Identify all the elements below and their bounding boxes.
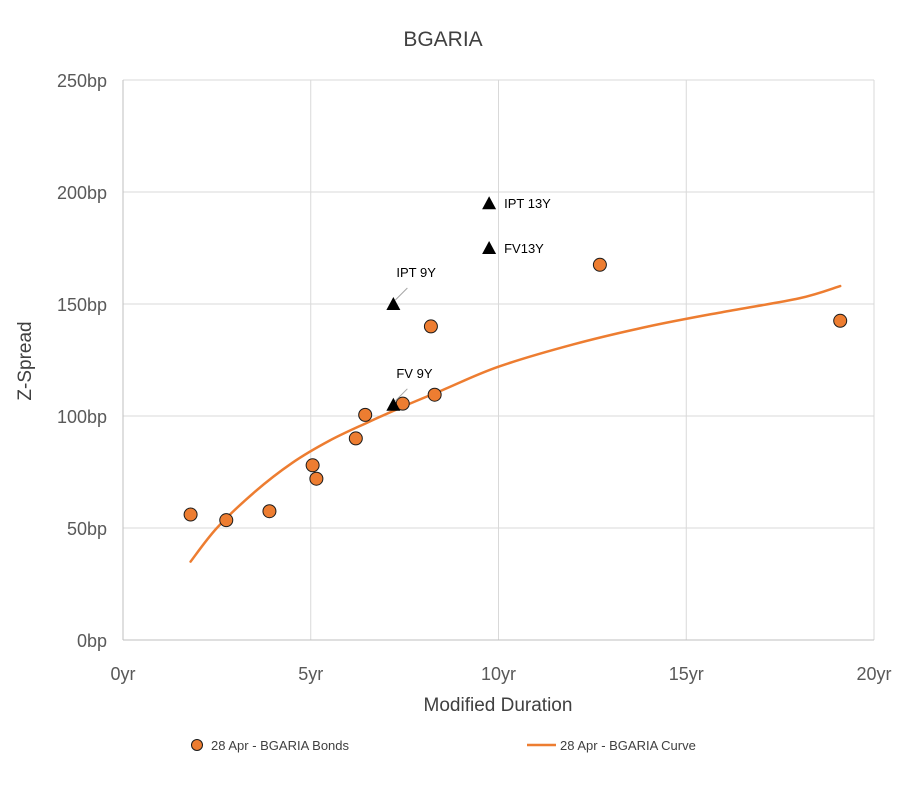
- bond-point: [592, 257, 607, 272]
- bond-point: [348, 431, 363, 446]
- annotation-marker: [386, 297, 401, 310]
- bond-point: [309, 471, 324, 486]
- x-tick-label: 20yr: [856, 664, 891, 684]
- annotations: IPT 13Y FV13Y IPT 9Y FV 9Y: [386, 196, 551, 411]
- bond-points: [183, 257, 848, 528]
- x-tick-label: 10yr: [481, 664, 516, 684]
- annotation-marker: [482, 196, 497, 210]
- y-tick-label: 150bp: [57, 295, 107, 315]
- bond-point: [358, 407, 373, 422]
- bond-point: [219, 513, 234, 528]
- annotation-label: IPT 13Y: [504, 196, 551, 211]
- y-axis-title: Z-Spread: [15, 321, 36, 400]
- annotation-label: FV 9Y: [396, 366, 432, 381]
- x-axis-title: Modified Duration: [424, 695, 573, 716]
- annotation-leader: [395, 287, 408, 301]
- y-tick-label: 250bp: [57, 71, 107, 91]
- legend-label-bonds: 28 Apr - BGARIA Bonds: [211, 738, 350, 753]
- annotation-label: FV13Y: [504, 241, 544, 256]
- bond-point: [833, 313, 848, 328]
- bond-point: [262, 504, 277, 519]
- bond-point: [427, 387, 442, 402]
- axes: 0bp 50bp 100bp 150bp 200bp 250bp 0yr 5yr 10yr 15y…: [57, 71, 892, 684]
- y-tick-label: 50bp: [67, 519, 107, 539]
- legend: 28 Apr - BGARIA Bonds 28 Apr - BGARIA Cu…: [191, 738, 696, 753]
- y-tick-label: 200bp: [57, 183, 107, 203]
- annotation-marker: [482, 241, 497, 254]
- bond-point: [423, 319, 438, 334]
- bond-point: [183, 507, 198, 522]
- chart-title: BGARIA: [403, 28, 482, 51]
- y-tick-label: 0bp: [77, 631, 107, 651]
- x-tick-label: 15yr: [669, 664, 704, 684]
- annotation-leader: [395, 388, 408, 402]
- bond-point: [305, 458, 320, 473]
- x-tick-label: 5yr: [298, 664, 323, 684]
- annotation-label: IPT 9Y: [396, 265, 436, 280]
- legend-marker-bonds: [191, 739, 203, 751]
- x-tick-label: 0yr: [110, 664, 135, 684]
- grid-lines: [123, 79, 875, 640]
- annotation-marker: [386, 397, 401, 411]
- y-tick-label: 100bp: [57, 407, 107, 427]
- legend-label-curve: 28 Apr - BGARIA Curve: [560, 738, 696, 753]
